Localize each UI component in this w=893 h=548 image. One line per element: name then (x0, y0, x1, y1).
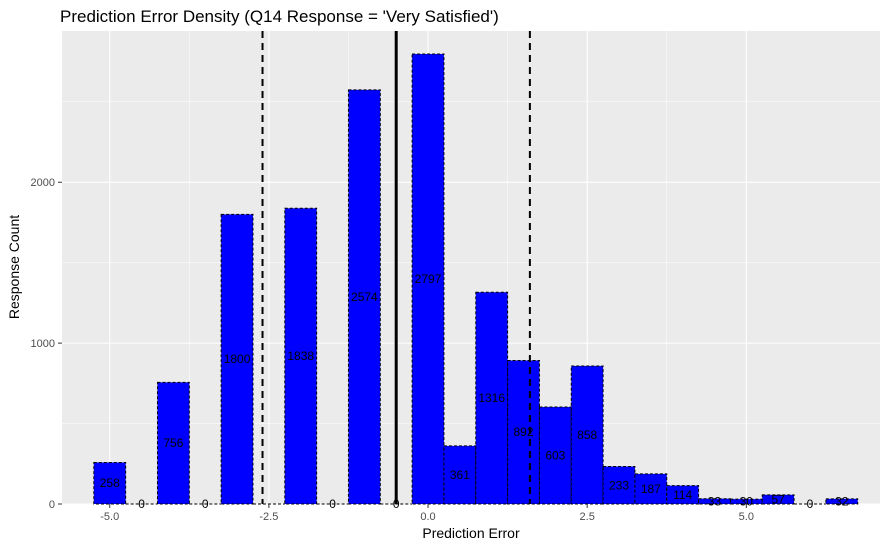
bar (761, 494, 795, 505)
bar (475, 291, 509, 505)
bar-label: 0 (329, 497, 336, 511)
bar (443, 445, 477, 505)
bar (698, 498, 731, 505)
bar-label: 892 (514, 425, 534, 439)
bar-label: 0 (807, 497, 814, 511)
x-axis-title: Prediction Error (422, 525, 520, 541)
bar-label: 1800 (224, 352, 251, 366)
bar-label: 2574 (351, 290, 378, 304)
bar (666, 485, 700, 505)
bar-label: 1316 (478, 391, 505, 405)
bar-label: 0 (138, 497, 145, 511)
bar-label: 1838 (287, 349, 314, 363)
bar (507, 359, 540, 505)
y-axis-ticks: 0 1000 2000 (31, 177, 62, 511)
bar-label: 2797 (415, 272, 442, 286)
bar (825, 498, 859, 505)
bar (347, 89, 381, 505)
bar (634, 473, 668, 505)
bar (411, 53, 445, 505)
bar-label: 57 (771, 492, 785, 506)
bar-label: 32 (835, 494, 849, 508)
bar (156, 381, 190, 505)
bar (93, 461, 127, 505)
bar-label: 233 (609, 478, 629, 492)
reference-lines (261, 31, 531, 504)
x-tick-label: 0.0 (420, 511, 435, 523)
bar (220, 213, 254, 505)
bar-label: 187 (641, 482, 661, 496)
bar (284, 207, 318, 505)
y-tick-label: 2000 (31, 177, 55, 189)
x-tick-label: 2.5 (580, 511, 595, 523)
y-axis-title: Response Count (6, 215, 22, 319)
x-tick-label: -5.0 (100, 511, 119, 523)
y-tick-label: 0 (49, 499, 55, 511)
bar (602, 466, 636, 505)
plot-panel (62, 31, 880, 504)
bar-label: 30 (740, 495, 754, 509)
bars (93, 53, 859, 505)
bar-label: 114 (673, 488, 692, 502)
bar-labels: 258 0 756 0 1800 1838 0 2574 0 2797 361 1316 892 603 8… (100, 272, 849, 511)
chart-title: Prediction Error Density (Q14 Response =… (60, 7, 499, 26)
bar (570, 365, 604, 505)
bar (538, 406, 572, 505)
bar-label: 258 (100, 476, 120, 490)
bar-label: 858 (577, 428, 597, 442)
x-tick-label: -2.5 (259, 511, 278, 523)
bar-label: 603 (545, 448, 565, 462)
bar-label: 33 (708, 494, 722, 508)
bar-label: 361 (450, 468, 470, 482)
y-tick-label: 1000 (31, 338, 55, 350)
bar-label: 756 (163, 436, 183, 450)
x-axis-ticks: -5.0 -2.5 0.0 2.5 5.0 (100, 504, 754, 523)
x-tick-label: 5.0 (739, 511, 754, 523)
bar-label: 0 (202, 497, 209, 511)
